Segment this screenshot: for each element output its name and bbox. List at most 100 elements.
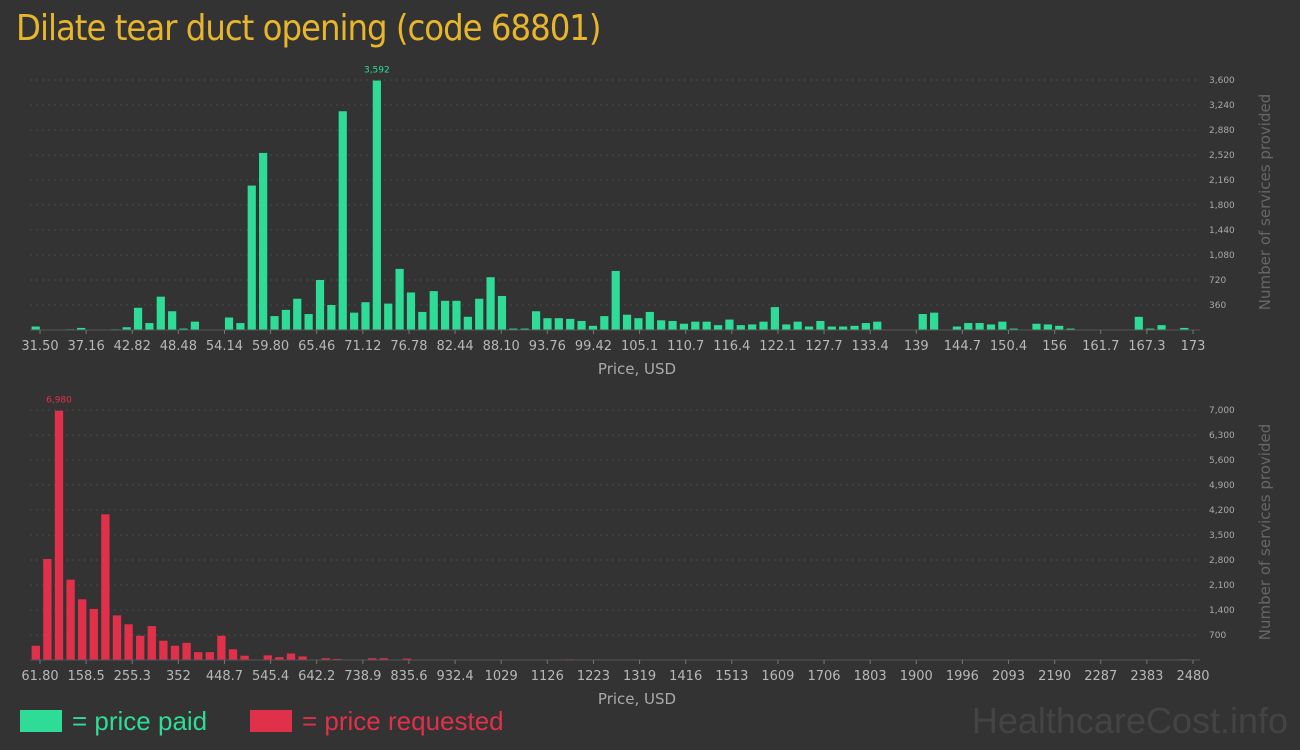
price-paid-xtick-label: 59.80 bbox=[252, 339, 289, 354]
price-paid-ytick-label: 3,240 bbox=[1209, 101, 1235, 111]
price-requested-bar bbox=[321, 658, 330, 660]
price-paid-bar bbox=[1009, 328, 1018, 330]
price-paid-bar bbox=[782, 324, 791, 330]
price-paid-bar bbox=[224, 317, 234, 330]
price-requested-bar bbox=[31, 645, 40, 660]
price-paid-bar bbox=[770, 307, 779, 330]
legend-requested: = price requested bbox=[250, 704, 504, 738]
price-requested-xtick-label: 738.9 bbox=[344, 669, 381, 684]
price-requested-bar bbox=[298, 656, 307, 660]
price-requested-ytick-label: 1,400 bbox=[1209, 606, 1235, 616]
price-requested-bar bbox=[263, 655, 272, 660]
price-requested-bar bbox=[89, 608, 98, 660]
price-paid-bar bbox=[725, 319, 734, 330]
price-paid-bar bbox=[1134, 316, 1143, 330]
price-paid-xtick-label: 173 bbox=[1181, 339, 1206, 354]
price-paid-bar bbox=[839, 326, 848, 330]
price-requested-xtick-label: 1996 bbox=[946, 669, 979, 684]
price-paid-bar bbox=[338, 111, 347, 330]
price-paid-bar bbox=[691, 321, 700, 330]
price-requested-ytick-label: 5,600 bbox=[1209, 456, 1235, 466]
price-paid-bar bbox=[804, 326, 814, 330]
price-paid-xtick-label: 88.10 bbox=[483, 339, 520, 354]
price-paid-bar bbox=[679, 323, 689, 330]
price-requested-xtick-label: 1319 bbox=[623, 669, 656, 684]
price-requested-ytick-label: 6,300 bbox=[1209, 431, 1235, 441]
price-paid-bar bbox=[759, 321, 768, 330]
price-paid-ytick-label: 2,880 bbox=[1209, 126, 1235, 136]
price-paid-ytick-label: 720 bbox=[1209, 276, 1226, 286]
price-paid-bar bbox=[657, 320, 666, 330]
price-paid-bar bbox=[1032, 323, 1041, 330]
price-paid-peak-label: 3,592 bbox=[364, 66, 390, 76]
price-paid-bar bbox=[486, 277, 495, 330]
price-requested-peak-label: 6,980 bbox=[46, 396, 72, 406]
price-requested-bar bbox=[170, 645, 180, 660]
price-paid-bar bbox=[247, 185, 256, 330]
price-paid-bar bbox=[1043, 324, 1052, 330]
price-paid-bar bbox=[293, 298, 302, 330]
price-requested-xtick-label: 1029 bbox=[485, 669, 518, 684]
price-paid-bar bbox=[77, 327, 86, 330]
price-paid-bar bbox=[259, 152, 268, 330]
price-paid-xtick-label: 167.3 bbox=[1128, 339, 1165, 354]
price-requested-xtick-label: 1706 bbox=[807, 669, 840, 684]
price-requested-xtick-label: 255.3 bbox=[114, 669, 151, 684]
price-paid-bar bbox=[270, 316, 279, 330]
price-paid-bar bbox=[713, 325, 723, 330]
price-paid-bar bbox=[577, 320, 586, 330]
price-requested-bar bbox=[379, 658, 388, 660]
price-paid-xtick-label: 161.7 bbox=[1082, 339, 1119, 354]
price-paid-bar bbox=[622, 314, 632, 330]
price-paid-bar bbox=[1180, 327, 1189, 330]
price-requested-xtick-label: 1803 bbox=[854, 669, 887, 684]
price-paid-bar bbox=[668, 320, 677, 330]
price-paid-bar bbox=[543, 318, 552, 330]
price-paid-bar bbox=[418, 311, 427, 330]
price-paid-xtick-label: 150.4 bbox=[990, 339, 1027, 354]
price-paid-bar bbox=[816, 320, 825, 330]
price-paid-xtick-label: 156 bbox=[1042, 339, 1067, 354]
legend-paid-swatch bbox=[20, 710, 62, 732]
price-paid-bar bbox=[1055, 325, 1064, 330]
price-requested-bar bbox=[368, 658, 377, 660]
legend-paid-label: = price paid bbox=[72, 705, 208, 736]
price-paid-ytick-label: 2,520 bbox=[1209, 151, 1235, 161]
price-paid-bar bbox=[793, 321, 802, 330]
price-paid-bar bbox=[361, 302, 370, 330]
price-paid-xtick-label: 110.7 bbox=[667, 339, 704, 354]
price-requested-xtick-label: 1609 bbox=[761, 669, 794, 684]
price-requested-xtick-label: 2287 bbox=[1084, 669, 1117, 684]
price-requested-bar bbox=[54, 410, 64, 660]
price-paid-bar bbox=[145, 323, 154, 330]
price-paid-xtick-label: 54.14 bbox=[206, 339, 243, 354]
price-requested-xtick-label: 448.7 bbox=[206, 669, 243, 684]
price-requested-bar bbox=[205, 652, 214, 660]
price-requested-bar bbox=[66, 579, 75, 660]
price-requested-bar bbox=[159, 640, 168, 660]
price-paid-xtick-label: 65.46 bbox=[298, 339, 335, 354]
price-paid-bar bbox=[31, 326, 40, 330]
price-paid-bar bbox=[315, 280, 325, 330]
price-requested-bar bbox=[402, 658, 412, 660]
price-paid-bar bbox=[634, 318, 643, 330]
price-requested-xtick-label: 932.4 bbox=[436, 669, 473, 684]
price-paid-bar bbox=[406, 292, 416, 330]
price-requested-xtick-label: 61.80 bbox=[21, 669, 58, 684]
price-requested-xtick-label: 1126 bbox=[531, 669, 564, 684]
price-requested-ytick-label: 7,000 bbox=[1209, 406, 1235, 416]
price-requested-xtick-label: 642.2 bbox=[298, 669, 335, 684]
price-paid-bar bbox=[190, 321, 199, 330]
price-requested-xtick-label: 545.4 bbox=[252, 669, 289, 684]
price-paid-bar bbox=[497, 295, 507, 330]
price-paid-ytick-label: 1,440 bbox=[1209, 226, 1235, 236]
price-paid-bar bbox=[861, 323, 870, 330]
price-requested-bar bbox=[194, 652, 203, 660]
price-paid-xaxis-label: Price, USD bbox=[598, 360, 676, 378]
price-requested-xtick-label: 352 bbox=[166, 669, 191, 684]
page-title: Dilate tear duct opening (code 68801) bbox=[16, 8, 602, 49]
price-paid-ytick-label: 3,600 bbox=[1209, 76, 1235, 86]
price-paid-xtick-label: 133.4 bbox=[852, 339, 889, 354]
price-paid-bar bbox=[327, 305, 336, 330]
